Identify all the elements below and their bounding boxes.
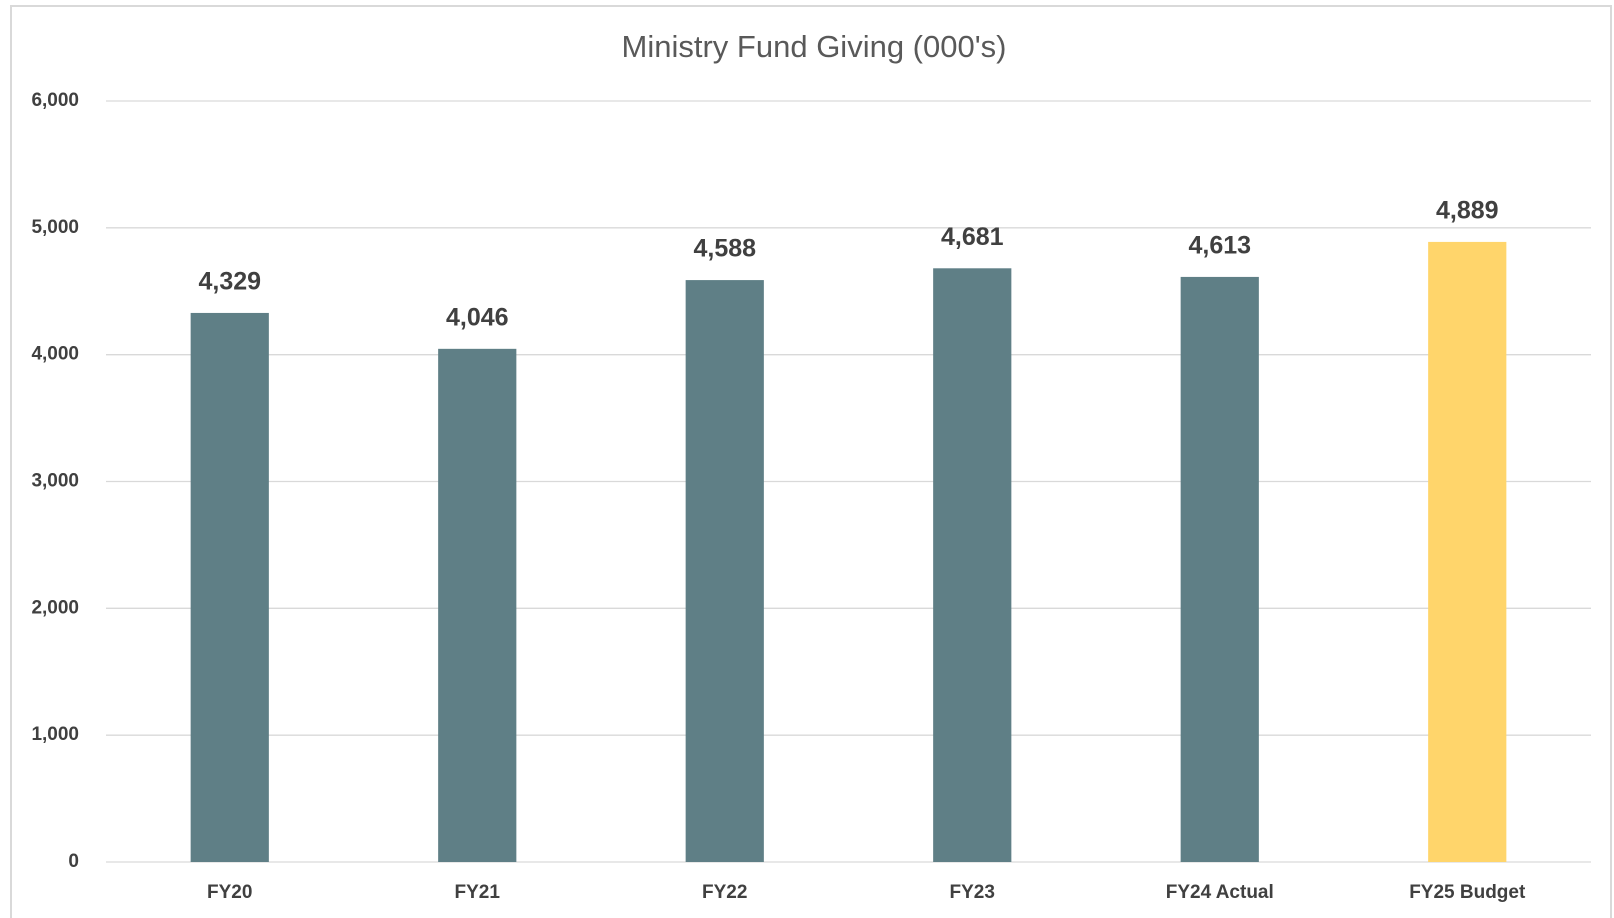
y-tick-label: 6,000 (31, 90, 79, 111)
bar (685, 280, 764, 863)
data-label: 4,046 (446, 303, 509, 331)
data-label: 4,588 (693, 235, 756, 263)
data-label: 4,329 (198, 268, 261, 296)
y-tick-label: 3,000 (31, 471, 79, 492)
data-label: 4,681 (941, 223, 1004, 251)
y-tick-label: 1,000 (31, 724, 79, 745)
data-label: 4,889 (1436, 197, 1499, 225)
bar (933, 268, 1012, 862)
y-tick-label: 0 (68, 851, 79, 872)
x-tick-label: FY24 Actual (1166, 882, 1274, 903)
x-tick-label: FY23 (950, 882, 995, 903)
bar (190, 312, 269, 863)
chart-frame (10, 5, 1612, 918)
y-tick-label: 4,000 (31, 344, 79, 365)
data-label: 4,613 (1188, 232, 1251, 260)
bar (1428, 241, 1507, 862)
x-tick-label: FY21 (455, 882, 501, 903)
x-tick-label: FY22 (702, 882, 747, 903)
x-tick-label: FY25 Budget (1409, 882, 1526, 903)
y-tick-label: 5,000 (31, 217, 79, 238)
bar (1180, 276, 1259, 862)
y-tick-label: 2,000 (31, 597, 79, 618)
chart-title: Ministry Fund Giving (000's) (622, 29, 1007, 64)
x-tick-label: FY20 (207, 882, 252, 903)
bar (438, 348, 517, 862)
